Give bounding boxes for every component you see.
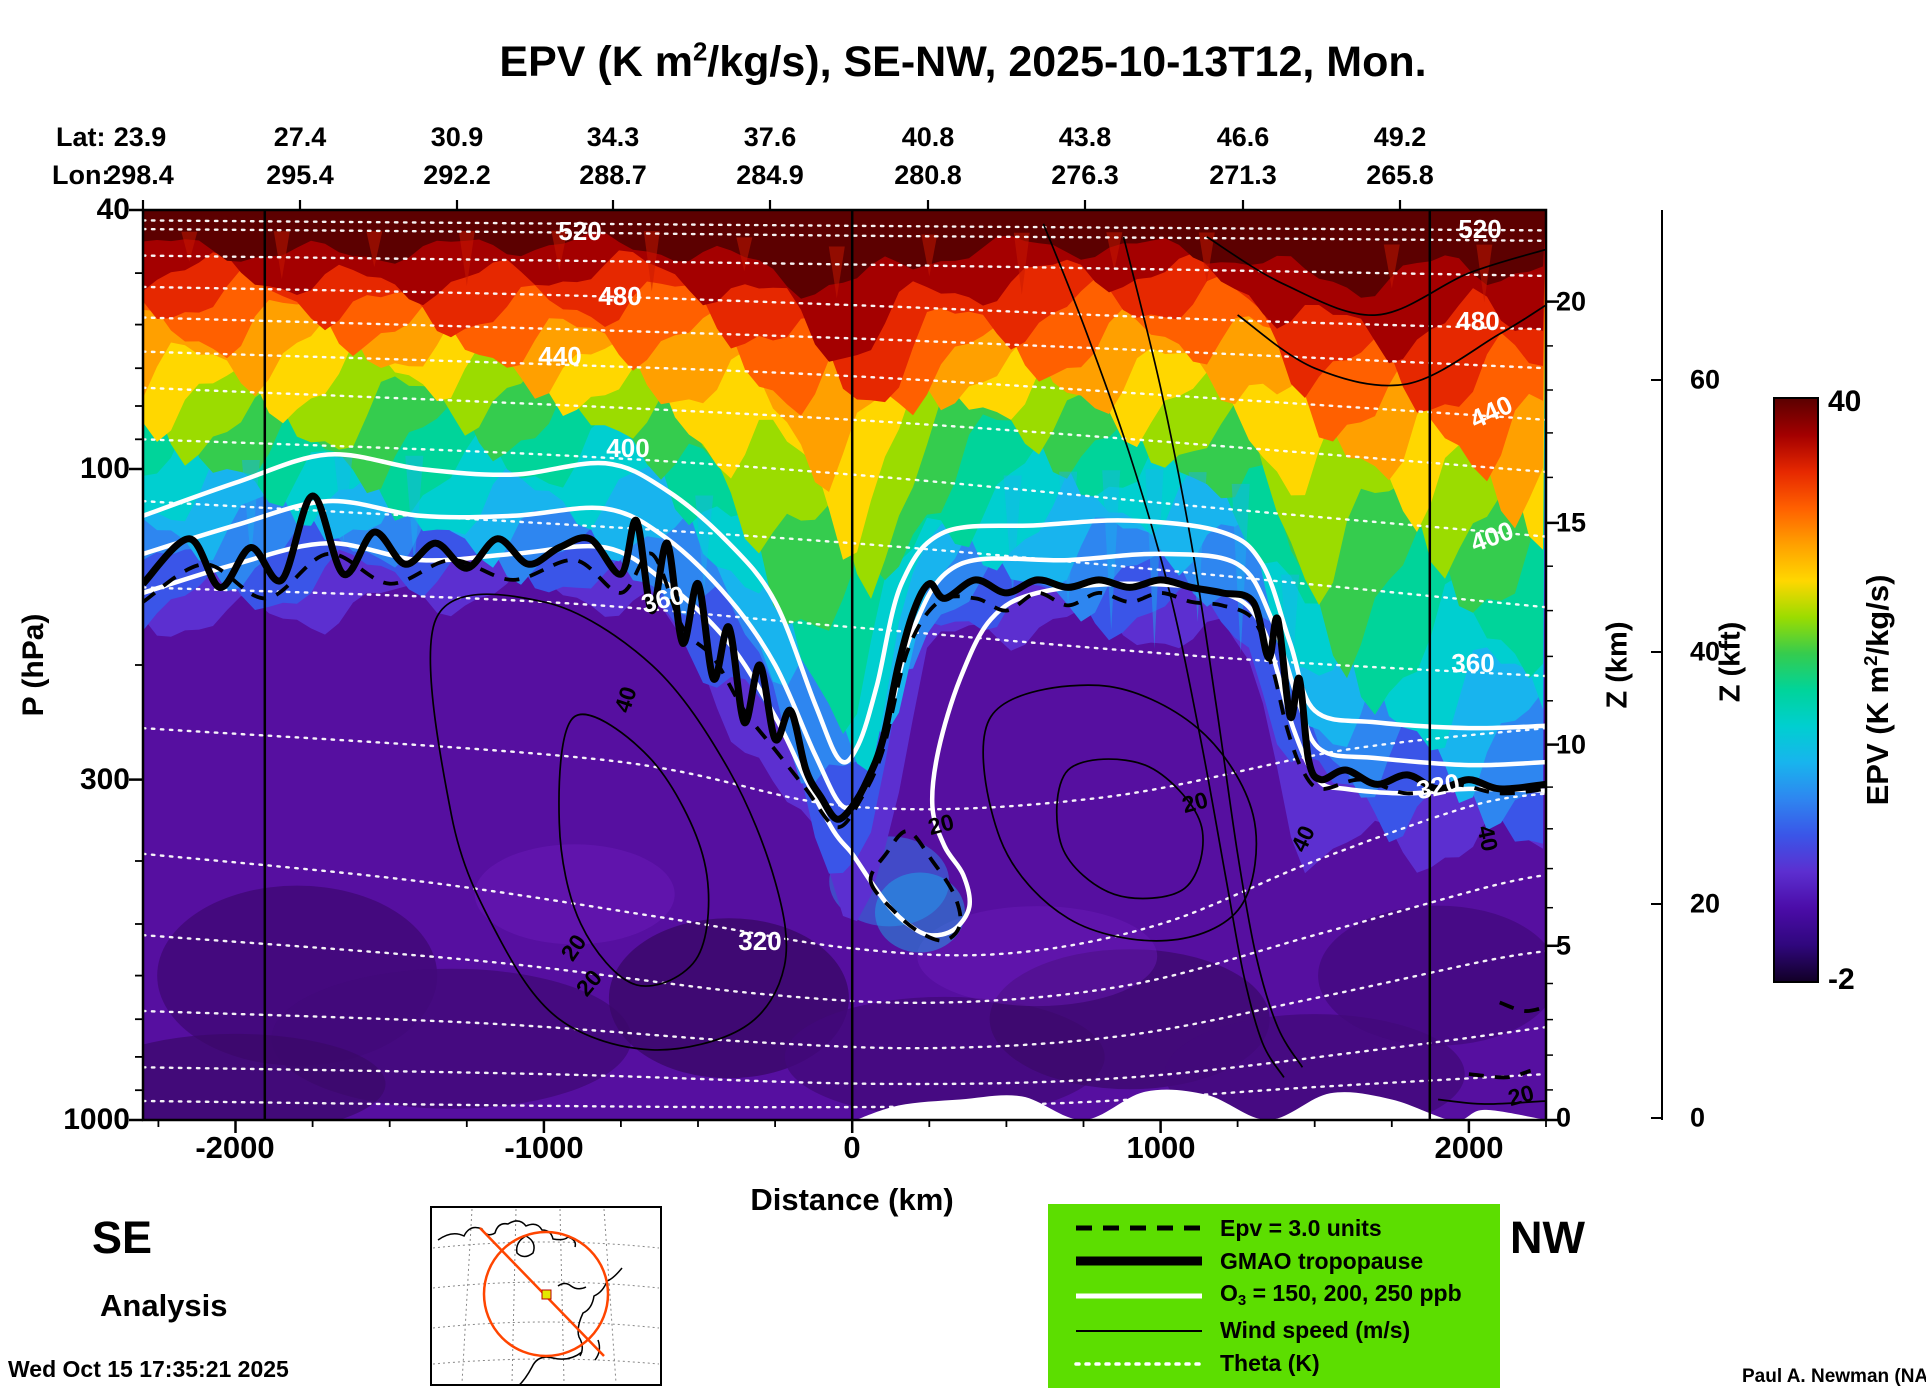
lon-value: 276.3 [1051,160,1119,190]
epv-cross-section-plot: 520 520 480 480 440 440 400 400 360 360 … [129,200,1559,1133]
theta-contour-label: 480 [1456,306,1499,336]
lat-value: 37.6 [743,122,797,152]
page-title: EPV (K m2/kg/s), SE-NW, 2025-10-13T12, M… [499,38,1427,86]
timestamp: Wed Oct 15 17:35:21 2025 [8,1356,289,1382]
theta-contour-label: 520 [1458,214,1501,244]
zkm-tick-label: 10 [1556,729,1587,760]
lat-value: 49.2 [1373,122,1427,152]
legend-item-tropopause: GMAO tropopause [1074,1247,1500,1274]
x-tick-label: 0 [843,1130,861,1165]
theta-contour-label: 360 [1451,648,1494,678]
zkm-tick-label: 0 [1556,1102,1572,1133]
legend-item-epv: Epv = 3.0 units [1074,1214,1500,1241]
theta-contour-label: 440 [538,341,581,371]
legend-item-theta: Theta (K) [1074,1352,1500,1375]
lat-value: 34.3 [586,122,640,152]
theta-contour-label: 520 [558,216,601,246]
map-crosssection-circle [482,1230,610,1358]
legend-label: Wind speed (m/s) [1220,1317,1411,1344]
zkft-axis-label: Z (kft) [1714,621,1747,703]
p-axis-tick-label: 100 [79,452,130,485]
legend-label: O3 = 150, 200, 250 ppb [1220,1280,1462,1310]
zkm-tick-label: 5 [1556,930,1572,961]
lon-label: Lon: [52,160,111,190]
lon-value: 280.8 [894,160,962,190]
map-inset [430,1206,662,1391]
epv-colorbar [1773,397,1819,983]
map-inset-svg [430,1206,662,1391]
legend: Epv = 3.0 units GMAO tropopause O3 = 150… [1048,1204,1500,1388]
lon-value: 288.7 [579,160,647,190]
lon-value: 265.8 [1366,160,1434,190]
plot-border [141,208,1548,1122]
legend-label: GMAO tropopause [1220,1247,1424,1274]
x-tick-label: -2000 [195,1130,275,1165]
lat-value: 43.8 [1058,122,1112,152]
lon-value: 292.2 [423,160,491,190]
theta-contour-label: 400 [606,433,649,463]
epv-field [143,210,1546,1120]
wind-contour-label: 40 [1472,823,1503,853]
white-line-icon [1076,1293,1202,1299]
p-axis-tick-label: 300 [79,763,130,796]
map-center-marker [541,1289,552,1300]
zkft-tick [1651,1117,1661,1119]
x-axis-label: Distance (km) [750,1182,954,1217]
analysis-label: Analysis [100,1288,228,1323]
zkft-axis-line [1661,210,1663,1120]
lat-value: 46.6 [1216,122,1270,152]
lat-value: 27.4 [273,122,327,152]
colorbar-axis-label: EPV (K m2/kg/s) [1859,574,1896,806]
zkm-tick-label: 15 [1556,507,1587,538]
dashed-line-icon [1076,1225,1202,1231]
p-axis-tick-label: 40 [96,193,130,226]
x-tick-label: 2000 [1434,1130,1504,1165]
zkm-tick-label: 20 [1556,286,1587,317]
zkft-tick-label: 0 [1690,1102,1706,1133]
zkm-axis-label: Z (km) [1601,621,1634,709]
zkft-tick [1651,651,1661,653]
zkft-tick [1651,903,1661,905]
legend-label: Epv = 3.0 units [1220,1214,1382,1241]
x-tick-label: -1000 [504,1130,584,1165]
lon-value: 295.4 [266,160,334,190]
p-axis-tick-label: 1000 [63,1103,130,1136]
thin-line-icon [1076,1329,1202,1332]
lon-value: 271.3 [1209,160,1277,190]
lat-value: 23.9 [113,122,167,152]
colorbar-max-label: 40 [1828,385,1862,418]
zkft-tick-label: 20 [1690,888,1721,919]
lon-value: 298.4 [106,160,174,190]
lat-value: 40.8 [901,122,955,152]
thick-line-icon [1076,1256,1202,1266]
theta-contour-label: 320 [738,926,781,956]
endpoint-se-label: SE [92,1212,153,1263]
colorbar-min-label: -2 [1828,963,1855,996]
lon-value: 284.9 [736,160,804,190]
legend-label: Theta (K) [1220,1350,1320,1377]
endpoint-nw-label: NW [1510,1212,1585,1263]
lat-label: Lat: [56,122,106,152]
legend-item-wind: Wind speed (m/s) [1074,1319,1500,1342]
zkft-tick-label: 60 [1690,364,1721,395]
dotted-line-icon [1074,1361,1204,1366]
legend-item-ozone: O3 = 150, 200, 250 ppb [1074,1282,1500,1309]
x-tick-label: 1000 [1126,1130,1196,1165]
zkft-tick-label: 40 [1690,636,1721,667]
credit: Paul A. Newman (NASA [1742,1366,1926,1387]
theta-contour-label: 480 [598,281,641,311]
lat-value: 30.9 [430,122,484,152]
p-axis-label: P (hPa) [17,613,50,717]
zkft-tick [1651,379,1661,381]
